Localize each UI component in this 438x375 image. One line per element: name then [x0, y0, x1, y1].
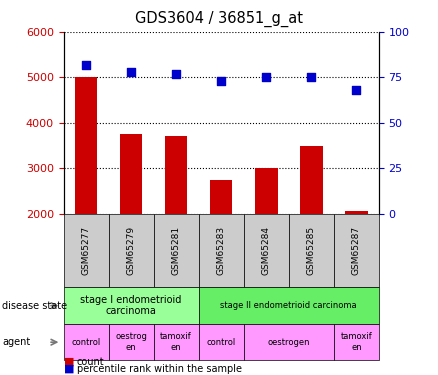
Point: [82, 62, 89, 68]
Text: oestrogen: oestrogen: [268, 338, 310, 346]
Text: GSM65281: GSM65281: [172, 226, 180, 275]
Text: count: count: [77, 357, 104, 367]
Point: [308, 74, 315, 80]
Text: percentile rank within the sample: percentile rank within the sample: [77, 363, 242, 374]
Point: [263, 74, 270, 80]
Bar: [255, 168, 278, 304]
Text: GSM65279: GSM65279: [127, 226, 136, 275]
Text: stage I endometrioid
carcinoma: stage I endometrioid carcinoma: [81, 295, 182, 316]
Text: GSM65287: GSM65287: [352, 226, 361, 275]
Bar: [345, 211, 367, 304]
Text: stage II endometrioid carcinoma: stage II endometrioid carcinoma: [220, 301, 357, 310]
Text: control: control: [71, 338, 101, 346]
Text: oestrog
en: oestrog en: [115, 333, 147, 352]
Bar: [165, 136, 187, 304]
Text: disease state: disease state: [2, 301, 67, 310]
Point: [127, 69, 134, 75]
Bar: [300, 146, 322, 304]
Text: GDS3604 / 36851_g_at: GDS3604 / 36851_g_at: [135, 11, 303, 27]
Text: GSM65285: GSM65285: [307, 226, 316, 275]
Text: GSM65283: GSM65283: [217, 226, 226, 275]
Point: [353, 87, 360, 93]
Bar: [120, 134, 142, 304]
Point: [218, 78, 225, 84]
Text: agent: agent: [2, 337, 30, 347]
Point: [173, 71, 180, 77]
Text: tamoxif
en: tamoxif en: [160, 333, 192, 352]
Text: GSM65277: GSM65277: [81, 226, 91, 275]
Bar: [75, 77, 97, 304]
Bar: [210, 180, 233, 304]
Text: tamoxif
en: tamoxif en: [340, 333, 372, 352]
Text: ■: ■: [64, 357, 74, 367]
Text: control: control: [207, 338, 236, 346]
Text: ■: ■: [64, 363, 74, 374]
Text: GSM65284: GSM65284: [262, 226, 271, 275]
